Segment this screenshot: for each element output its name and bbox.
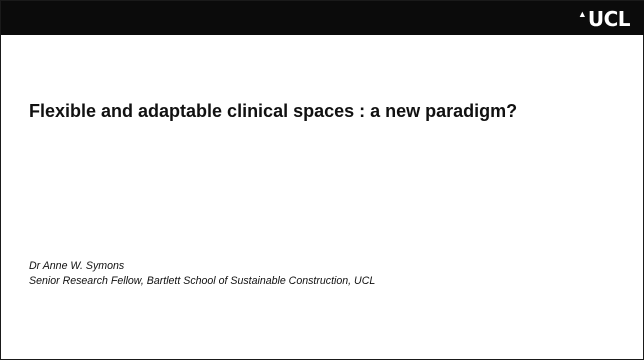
author-affiliation: Senior Research Fellow, Bartlett School … bbox=[29, 275, 376, 287]
ucl-logo: ▲ UCL bbox=[577, 7, 631, 31]
ucl-logo-text: UCL bbox=[587, 7, 631, 31]
slide-title: Flexible and adaptable clinical spaces :… bbox=[29, 101, 518, 121]
ucl-logo-mark: ▲ bbox=[577, 9, 587, 19]
author-name: Dr Anne W. Symons bbox=[29, 260, 125, 272]
header-bar: ▲ UCL bbox=[1, 1, 644, 35]
